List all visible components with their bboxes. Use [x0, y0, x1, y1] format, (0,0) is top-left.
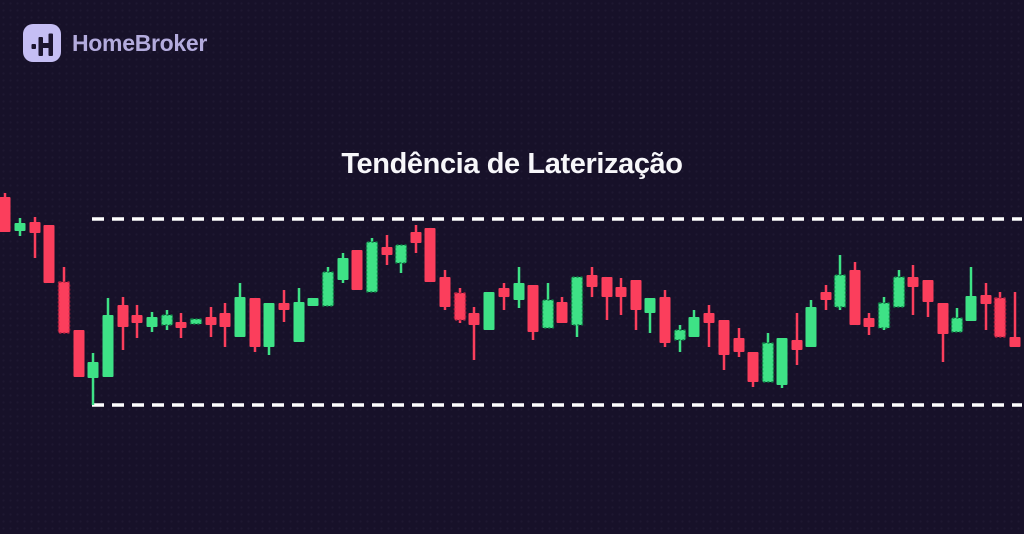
candle-body: [468, 313, 480, 325]
candle-body: [747, 352, 759, 382]
candle-body: [381, 247, 393, 255]
candle-body: [877, 302, 891, 329]
candle-body: [950, 317, 964, 333]
candle-body: [73, 330, 85, 377]
candle-body: [673, 329, 687, 341]
candle-body: [160, 314, 174, 326]
candle-body: [993, 297, 1007, 338]
candle-body: [586, 275, 598, 287]
candle-body: [394, 244, 408, 264]
candle-body: [570, 276, 584, 326]
candle-body: [365, 241, 379, 293]
candle-body: [205, 317, 217, 325]
candle-body: [659, 297, 671, 343]
candle-body: [102, 315, 114, 377]
candle-body: [907, 277, 919, 287]
candle-body: [249, 298, 261, 347]
candle-body: [980, 295, 992, 304]
candle-body: [644, 298, 656, 313]
candle-body: [87, 362, 99, 378]
candle-body: [965, 296, 977, 321]
candle-body: [513, 283, 525, 300]
candle-body: [57, 281, 71, 334]
candle-body: [937, 303, 949, 334]
homebroker-logo-icon: [23, 24, 61, 62]
brand: HomeBroker: [23, 24, 207, 62]
candle-body: [601, 277, 613, 297]
candle-body: [278, 303, 290, 310]
candle-body: [146, 317, 158, 327]
candle-body: [776, 338, 788, 385]
candle-body: [424, 228, 436, 282]
candle-body: [761, 342, 775, 383]
candle-body: [14, 223, 26, 231]
candle-body: [307, 298, 319, 306]
candle-body: [498, 288, 510, 297]
candle-body: [0, 197, 11, 232]
candle-body: [556, 302, 568, 323]
candle-body: [791, 340, 803, 350]
candle-body: [351, 250, 363, 290]
candle-body: [453, 292, 467, 321]
candle-body: [922, 280, 934, 302]
candle-body: [483, 292, 495, 330]
candle-body: [263, 303, 275, 347]
candle-body: [293, 302, 305, 342]
candle-body: [615, 287, 627, 297]
candle-body: [718, 320, 730, 355]
candle-body: [337, 258, 349, 280]
brand-name: HomeBroker: [72, 29, 208, 56]
candle-body: [541, 299, 555, 329]
candle-body: [29, 222, 41, 233]
candle-body: [849, 270, 861, 325]
candle-body: [1009, 337, 1021, 347]
candle-body: [117, 305, 129, 327]
candle-body: [321, 271, 335, 307]
candle-body: [688, 317, 700, 337]
candle-body: [175, 322, 187, 328]
candle-body: [703, 313, 715, 323]
candle-body: [630, 280, 642, 310]
candle-body: [527, 285, 539, 332]
candle-body: [410, 232, 422, 243]
page-title: Tendência de Laterização: [341, 148, 683, 180]
candle-body: [189, 318, 203, 325]
candle-body: [820, 292, 832, 300]
candle-body: [892, 276, 906, 308]
candle-body: [439, 277, 451, 307]
candle-body: [733, 338, 745, 352]
candle-body: [234, 297, 246, 337]
candle-body: [43, 225, 55, 283]
candle-body: [833, 274, 847, 308]
candle-body: [131, 315, 143, 323]
candle-body: [863, 318, 875, 327]
candle-body: [219, 313, 231, 327]
candle-body: [805, 307, 817, 347]
